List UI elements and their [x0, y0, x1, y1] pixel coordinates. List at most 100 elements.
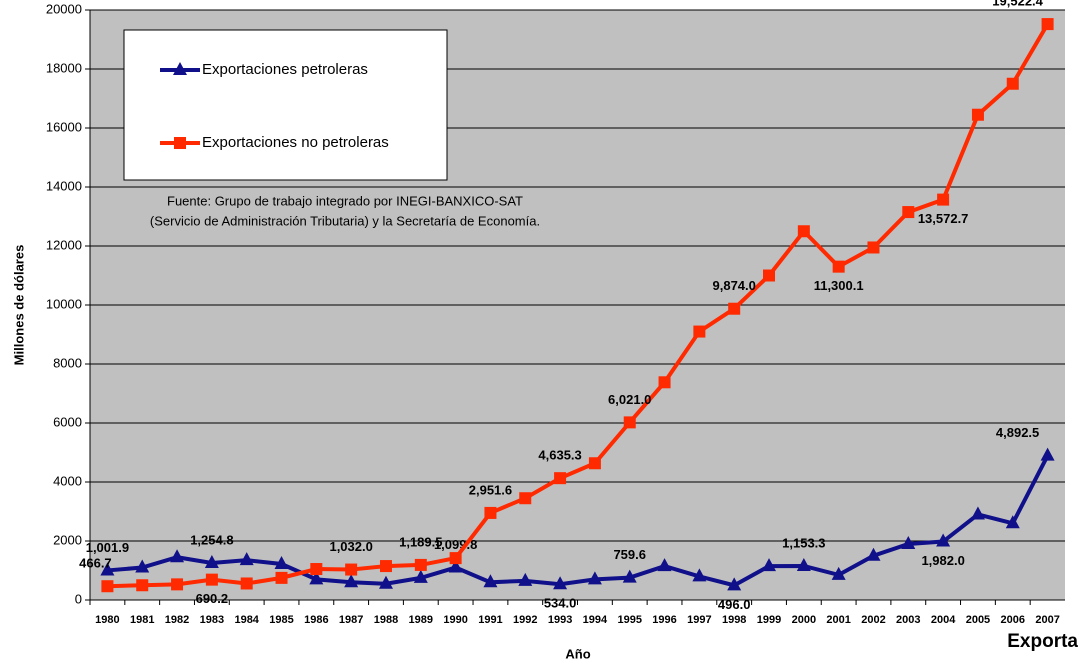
source-note: Fuente: Grupo de trabajo integrado por I… [167, 193, 523, 208]
y-tick-label: 2000 [53, 532, 82, 547]
marker [174, 137, 186, 149]
marker [414, 558, 427, 571]
x-tick-label: 2002 [861, 614, 885, 626]
x-tick-label: 1991 [478, 614, 502, 626]
value-label: 534.0 [544, 596, 577, 611]
marker [554, 472, 567, 485]
marker [796, 557, 811, 571]
marker [970, 506, 985, 520]
y-tick-label: 6000 [53, 414, 82, 429]
x-tick-label: 2005 [966, 614, 990, 626]
value-label: 1,982.0 [921, 553, 964, 568]
legend-box [123, 29, 448, 181]
marker [173, 62, 187, 75]
legend-label: Exportaciones no petroleras [202, 134, 389, 151]
x-tick-label: 2007 [1035, 614, 1059, 626]
y-tick-label: 12000 [46, 237, 82, 252]
x-tick-label: 1987 [339, 614, 363, 626]
marker [483, 574, 498, 588]
marker [553, 576, 568, 590]
marker [378, 575, 393, 589]
y-tick-label: 4000 [53, 473, 82, 488]
marker [100, 562, 115, 576]
marker [622, 569, 637, 583]
marker [832, 260, 845, 273]
marker [484, 506, 497, 519]
line [107, 23, 1050, 589]
marker [693, 325, 706, 338]
x-tick-label: 1986 [304, 614, 328, 626]
marker [1005, 515, 1020, 529]
y-tick-label: 18000 [46, 60, 82, 75]
marker [310, 563, 323, 576]
x-tick-label: 1993 [548, 614, 572, 626]
marker [101, 580, 114, 593]
legend-label: Exportaciones petroleras [202, 61, 368, 78]
x-axis-title: Año [565, 646, 590, 661]
marker [413, 569, 428, 583]
x-tick-label: 1985 [269, 614, 293, 626]
value-label: 1,001.9 [86, 540, 129, 555]
x-tick-label: 1998 [722, 614, 746, 626]
value-label: 19,522.4 [992, 0, 1043, 9]
marker [205, 573, 218, 586]
y-tick-label: 10000 [46, 296, 82, 311]
marker [1040, 447, 1055, 461]
x-tick-label: 1982 [165, 614, 189, 626]
x-tick-label: 2000 [792, 614, 816, 626]
value-label: 1,189.5 [399, 534, 442, 549]
marker [658, 376, 671, 389]
value-label: 13,572.7 [918, 211, 969, 226]
marker [309, 571, 324, 585]
marker [449, 552, 462, 565]
value-label: 690.2 [196, 591, 229, 606]
marker [171, 578, 184, 591]
x-tick-label: 1981 [130, 614, 154, 626]
x-tick-label: 1989 [409, 614, 433, 626]
marker [345, 563, 358, 576]
marker [728, 302, 741, 315]
value-label: 759.6 [613, 547, 646, 562]
marker [831, 566, 846, 580]
x-tick-label: 1984 [234, 614, 259, 626]
value-label: 11,300.1 [814, 278, 864, 293]
x-tick-label: 1990 [443, 614, 467, 626]
marker [448, 559, 463, 573]
line [107, 454, 1050, 588]
marker [727, 577, 742, 591]
x-tick-label: 1994 [583, 614, 608, 626]
marker [902, 206, 915, 219]
x-tick-label: 1995 [617, 614, 641, 626]
marker [240, 577, 253, 590]
y-tick-label: 0 [75, 591, 82, 606]
marker [936, 533, 951, 547]
value-label: 9,874.0 [713, 278, 756, 293]
marker [901, 535, 916, 549]
x-tick-label: 2003 [896, 614, 920, 626]
x-tick-label: 2004 [931, 614, 956, 626]
marker [379, 560, 392, 573]
marker [971, 108, 984, 121]
marker [762, 558, 777, 572]
value-label: 1,032.0 [329, 539, 372, 554]
x-tick-label: 2006 [1001, 614, 1025, 626]
value-label: 2,951.6 [469, 482, 512, 497]
x-tick-label: 1999 [757, 614, 781, 626]
value-label: 6,021.0 [608, 392, 651, 407]
marker [518, 572, 533, 586]
value-label: 4,635.3 [538, 448, 581, 463]
y-tick-label: 20000 [46, 1, 82, 16]
source-note: (Servicio de Administración Tributaria) … [150, 213, 540, 228]
y-axis-title: Millones de dólares [11, 245, 26, 366]
x-tick-label: 1997 [687, 614, 711, 626]
marker [692, 568, 707, 582]
marker [867, 241, 880, 254]
marker [275, 571, 288, 584]
marker [587, 571, 602, 585]
value-label: 1,099.8 [434, 537, 477, 552]
value-label: 1,254.8 [190, 532, 233, 547]
marker [204, 554, 219, 568]
y-tick-label: 16000 [46, 119, 82, 134]
cropped-text: Exporta [1007, 631, 1078, 652]
